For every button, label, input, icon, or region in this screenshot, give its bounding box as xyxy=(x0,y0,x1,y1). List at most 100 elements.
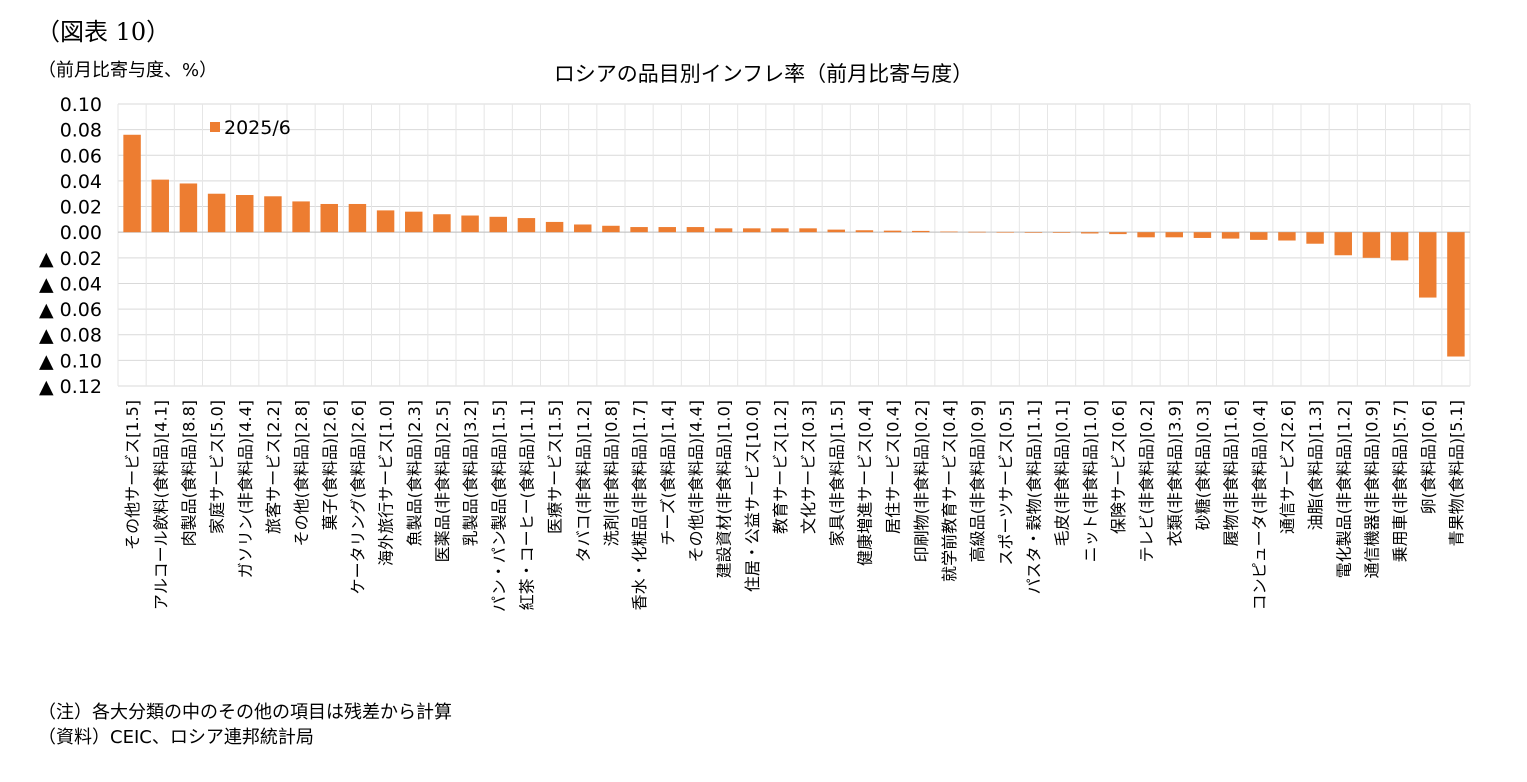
category-label: 衣類(非食料品)[3.9] xyxy=(1165,400,1184,546)
category-label: 家具(非食料品)[1.5] xyxy=(827,400,846,546)
category-label: 電化製品(非食料品)[1.2] xyxy=(1334,400,1353,578)
category-label: 魚製品(食料品)[2.3] xyxy=(405,400,424,546)
category-label: 家庭サービス[5.0] xyxy=(208,400,227,534)
bar xyxy=(320,203,338,233)
category-label: 通信サービス[2.6] xyxy=(1278,400,1297,534)
y-tick-label: 0.06 xyxy=(60,145,102,167)
bar xyxy=(1052,232,1071,233)
y-tick-label: ▲ 0.10 xyxy=(39,350,102,372)
chart-title-text: ロシアの品目別インフレ率（前月比寄与度） xyxy=(553,62,974,86)
category-label: 旅客サービス[2.2] xyxy=(264,400,283,534)
category-label: 乗用車(非食料品)[5.7] xyxy=(1391,400,1410,562)
y-tick-label: ▲ 0.12 xyxy=(39,376,102,398)
bar xyxy=(1390,232,1409,261)
category-label: コンピュータ(非食料品)[0.4] xyxy=(1250,400,1269,610)
bar xyxy=(236,195,254,233)
category-label: その他サービス[1.5] xyxy=(123,400,142,550)
bar xyxy=(883,230,902,233)
bar xyxy=(1165,232,1183,238)
bar xyxy=(348,203,367,233)
category-label: テレビ(非食料品)[0.2] xyxy=(1137,400,1156,562)
bars xyxy=(123,134,1465,357)
bar xyxy=(1109,232,1127,235)
category-label: 建設資材(非食料品)[1.0] xyxy=(715,400,734,578)
bar xyxy=(151,179,169,233)
bar xyxy=(405,211,423,233)
bar xyxy=(179,183,198,233)
category-label: チーズ(食料品)[1.4] xyxy=(658,400,677,546)
category-label: 通信機器(非食料品)[0.9] xyxy=(1362,400,1381,578)
category-label: 印刷物(非食料品)[0.2] xyxy=(912,400,931,562)
bar xyxy=(940,231,958,233)
category-label: 卵(食料品)[0.6] xyxy=(1419,400,1438,514)
bar xyxy=(968,231,986,233)
category-label: 毛皮(非食料品)[0.1] xyxy=(1053,400,1072,546)
bar xyxy=(714,228,733,233)
category-label: 油脂(食料品)[1.3] xyxy=(1306,400,1325,530)
bar xyxy=(1419,232,1437,298)
bar-chart: 0.10 0.08 0.06 0.04 0.02 0.00 ▲ 0.02 ▲ 0.04 ▲ 0.… xyxy=(39,94,1471,612)
category-label: 住居・公益サービス[10.0] xyxy=(743,400,762,592)
bar xyxy=(743,228,761,233)
bar xyxy=(574,224,592,233)
bar xyxy=(264,196,282,233)
category-label: 高級品(非食料品)[0.9] xyxy=(968,400,987,562)
bar xyxy=(1447,232,1465,357)
bar xyxy=(799,228,817,233)
legend: 2025/6 xyxy=(210,117,291,139)
bar xyxy=(1137,232,1155,238)
bar xyxy=(686,227,705,233)
category-label: 文化サービス[0.3] xyxy=(799,400,818,534)
bar xyxy=(630,227,648,233)
y-tick-label: ▲ 0.04 xyxy=(39,273,102,295)
category-label: その他(非食料品)[4.4] xyxy=(686,400,705,562)
note-line: （注）各大分類の中のその他の項目は残差から計算 xyxy=(38,702,452,723)
bar xyxy=(545,221,564,233)
bar xyxy=(771,228,789,233)
y-tick-label: ▲ 0.08 xyxy=(39,325,102,347)
bar xyxy=(123,134,141,233)
category-label: パン・パン製品(食料品)[1.5] xyxy=(489,400,508,612)
bar xyxy=(1221,232,1240,239)
legend-label: 2025/6 xyxy=(224,117,291,139)
category-label: 教育サービス[1.2] xyxy=(771,400,790,534)
category-label: 就学前教育サービス[0.4] xyxy=(940,400,959,582)
bar xyxy=(827,229,845,233)
category-label: 乳製品(食料品)[3.2] xyxy=(461,400,480,546)
bar xyxy=(1193,232,1212,238)
category-label: タバコ(非食料品)[1.2] xyxy=(574,400,593,562)
bar xyxy=(461,215,479,233)
source-line: （資料）CEIC、ロシア連邦統計局 xyxy=(38,727,314,748)
bar xyxy=(602,225,620,233)
category-label: アルコール飲料(食料品)[4.1] xyxy=(151,400,170,610)
category-label: パスタ・穀物(食料品)[1.1] xyxy=(1024,400,1043,594)
y-tick-label: 0.10 xyxy=(60,94,102,116)
gridlines xyxy=(117,103,1471,387)
y-tick-label: ▲ 0.02 xyxy=(39,248,102,270)
category-label: 居住サービス[0.4] xyxy=(884,400,903,534)
bar xyxy=(376,210,395,233)
y-axis-ticks: 0.10 0.08 0.06 0.04 0.02 0.00 ▲ 0.02 ▲ 0.04 ▲ 0.… xyxy=(39,94,102,398)
category-labels: その他サービス[1.5] アルコール飲料(食料品)[4.1] 肉製品(食料品)[8.… xyxy=(123,400,1466,612)
category-label: 香水・化粧品(非食料品)[1.7] xyxy=(630,400,649,610)
category-label: スポーツサービス[0.5] xyxy=(996,400,1015,566)
bar xyxy=(912,230,930,233)
bar xyxy=(1024,232,1043,233)
y-axis-unit-label: （前月比寄与度、%） xyxy=(38,60,218,81)
bar xyxy=(1250,232,1268,240)
notes: （注）各大分類の中のその他の項目は残差から計算 （資料）CEIC、ロシア連邦統計… xyxy=(38,700,452,750)
category-label: 海外旅行サービス[1.0] xyxy=(377,400,396,566)
category-label: 洗剤(非食料品)[0.8] xyxy=(602,400,621,546)
y-tick-label: ▲ 0.06 xyxy=(39,299,102,321)
category-label: 青果物(食料品)[5.1] xyxy=(1447,400,1466,546)
category-label: ニット(非食料品)[1.0] xyxy=(1081,400,1100,562)
y-tick-label: 0.08 xyxy=(60,120,102,142)
bar xyxy=(658,227,676,233)
category-label: 肉製品(食料品)[8.8] xyxy=(179,400,198,546)
bar xyxy=(1306,232,1324,244)
category-label: 保険サービス[0.6] xyxy=(1109,400,1128,534)
category-label: 紅茶・コーヒー(食料品)[1.1] xyxy=(517,400,536,610)
bar xyxy=(433,214,451,233)
y-tick-label: 0.00 xyxy=(60,222,102,244)
category-label: ガソリン(非食料品)[4.4] xyxy=(236,400,255,578)
